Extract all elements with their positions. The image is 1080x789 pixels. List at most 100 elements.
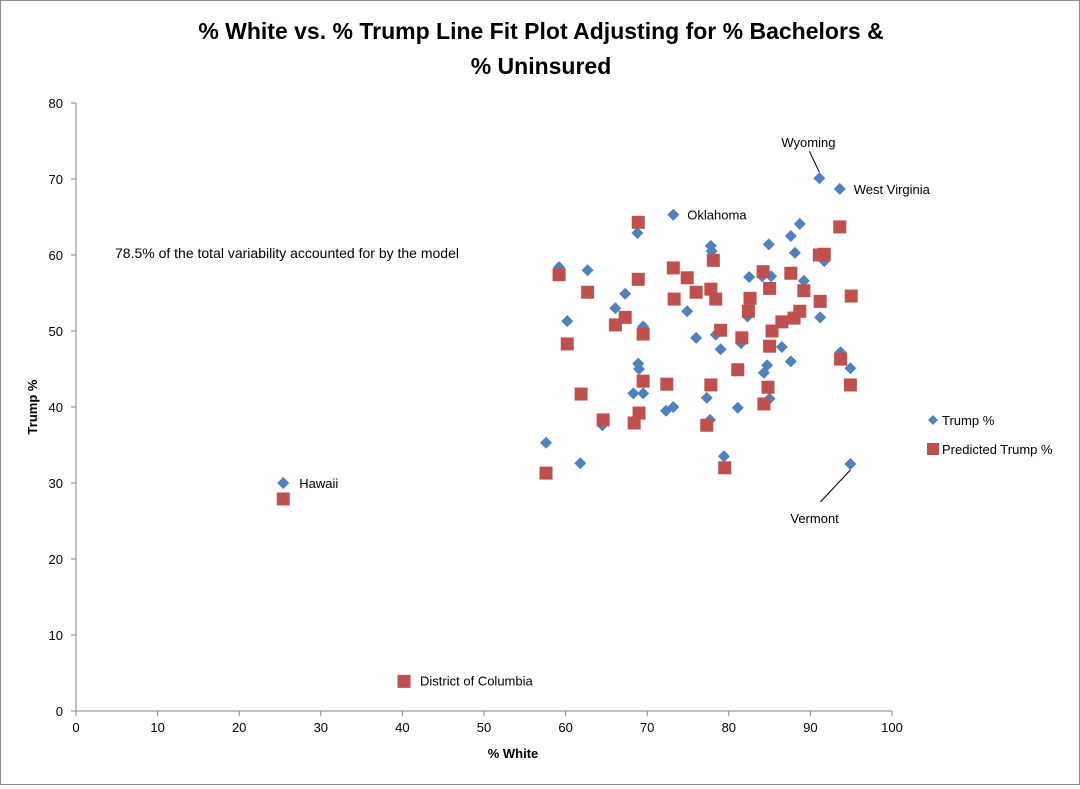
predicted-point <box>763 281 777 295</box>
predicted-point <box>667 292 681 306</box>
predicted-point <box>631 272 645 286</box>
trump-point <box>844 362 857 375</box>
series-trump <box>277 172 857 687</box>
trump-point <box>797 274 810 287</box>
x-tick-label: 20 <box>232 720 246 735</box>
state-label: Oklahoma <box>687 208 747 223</box>
predicted-point <box>797 284 811 298</box>
predicted-point <box>761 380 775 394</box>
legend-marker-predicted <box>927 443 939 455</box>
state-label: Vermont <box>790 511 839 526</box>
predicted-point <box>631 215 645 229</box>
predicted-point <box>735 331 749 345</box>
predicted-point <box>608 318 622 332</box>
predicted-point <box>636 374 650 388</box>
x-tick-label: 60 <box>558 720 572 735</box>
x-tick-label: 70 <box>640 720 654 735</box>
trump-point <box>731 401 744 414</box>
predicted-point <box>666 261 680 275</box>
predicted-point <box>581 285 595 299</box>
x-tick-label: 30 <box>314 720 328 735</box>
predicted-point <box>700 418 714 432</box>
trump-point <box>667 401 680 413</box>
x-axis-label: % White <box>488 746 539 761</box>
model-annotation: 78.5% of the total variability accounted… <box>115 245 459 261</box>
trump-point <box>609 302 622 315</box>
chart-title-line-2: % Uninsured <box>471 53 612 79</box>
x-tick-label: 0 <box>72 720 79 735</box>
legend: Trump % Predicted Trump % <box>927 413 1053 457</box>
predicted-point <box>632 406 646 420</box>
trump-point <box>637 387 650 400</box>
trump-point <box>813 172 826 185</box>
series-predicted-trump <box>276 215 858 688</box>
trump-point <box>775 340 788 353</box>
predicted-point <box>714 323 728 337</box>
trump-point <box>814 311 827 324</box>
predicted-point <box>276 492 290 506</box>
predicted-point <box>539 466 553 480</box>
predicted-point <box>709 292 723 306</box>
legend-label-predicted: Predicted Trump % <box>942 442 1053 457</box>
trump-point <box>844 458 857 470</box>
trump-point <box>277 477 290 489</box>
predicted-point <box>813 294 827 308</box>
trump-point <box>784 355 797 368</box>
y-tick-label: 20 <box>49 552 63 567</box>
legend-marker-trump <box>928 415 938 425</box>
predicted-point <box>689 285 703 299</box>
predicted-point <box>757 397 771 411</box>
predicted-point <box>763 339 777 353</box>
predicted-point <box>397 674 411 688</box>
trump-point <box>540 436 553 449</box>
axes: 0 10 20 30 40 50 60 70 80 90 100 0 10 20 30 40 50 60 70 80 <box>49 96 903 735</box>
trump-point <box>627 387 640 400</box>
state-label: District of Columbia <box>420 674 533 689</box>
x-tick-label: 90 <box>803 720 817 735</box>
chart-title-line-1: % White vs. % Trump Line Fit Plot Adjust… <box>198 18 883 44</box>
trump-point <box>681 305 694 318</box>
trump-point <box>788 246 801 259</box>
trump-point <box>761 359 774 372</box>
trump-point <box>793 217 806 230</box>
predicted-point <box>574 387 588 401</box>
data-marks <box>276 172 858 688</box>
predicted-point <box>660 377 674 391</box>
predicted-point <box>706 253 720 267</box>
trump-point <box>574 457 587 470</box>
x-tick-label: 50 <box>477 720 491 735</box>
trump-point <box>619 287 632 300</box>
trump-point <box>714 343 727 356</box>
predicted-point <box>844 289 858 303</box>
predicted-point <box>596 413 610 427</box>
x-tick-label: 100 <box>881 720 903 735</box>
predicted-point <box>833 220 847 234</box>
y-tick-label: 10 <box>49 628 63 643</box>
x-tick-label: 40 <box>395 720 409 735</box>
trump-point <box>717 450 730 463</box>
trump-point <box>700 391 713 404</box>
trump-point <box>581 264 594 277</box>
predicted-point <box>834 352 848 366</box>
predicted-point <box>756 265 770 279</box>
predicted-point <box>743 291 757 305</box>
trump-point <box>667 208 680 221</box>
y-tick-label: 50 <box>49 324 63 339</box>
x-tick-label: 80 <box>722 720 736 735</box>
predicted-point <box>552 268 566 282</box>
legend-label-trump: Trump % <box>942 413 995 428</box>
predicted-point <box>741 304 755 318</box>
y-tick-label: 30 <box>49 476 63 491</box>
y-tick-label: 40 <box>49 400 63 415</box>
predicted-point <box>817 247 831 261</box>
predicted-point <box>704 378 718 392</box>
predicted-point <box>560 337 574 351</box>
y-tick-label: 60 <box>49 248 63 263</box>
predicted-point <box>843 378 857 392</box>
y-tick-label: 70 <box>49 172 63 187</box>
y-tick-label: 80 <box>49 96 63 111</box>
label-leader-line <box>820 469 851 503</box>
trump-point <box>631 226 644 239</box>
state-label: Hawaii <box>299 476 338 491</box>
trump-point <box>561 315 574 328</box>
